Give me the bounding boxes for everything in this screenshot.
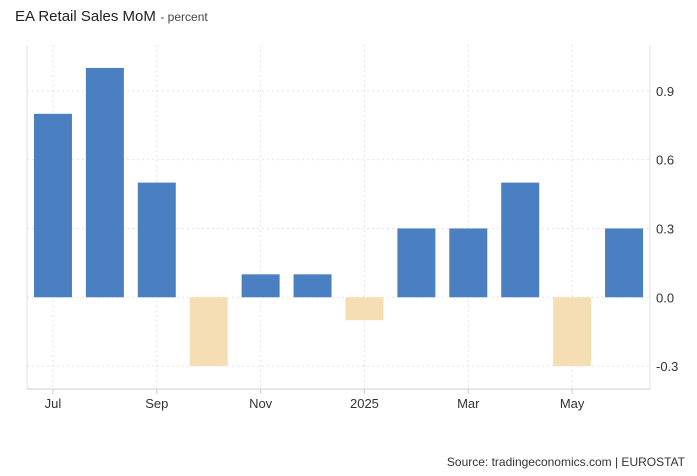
bar-jul — [33, 113, 72, 298]
chart-title: EA Retail Sales MoM — [15, 8, 156, 25]
bar-jun — [605, 228, 644, 298]
y-tick-label: -0.3 — [656, 359, 678, 374]
bar-mar — [449, 228, 488, 298]
x-tick-label: Nov — [249, 396, 273, 411]
x-tick-label: May — [560, 396, 585, 411]
y-tick-label: 0.3 — [656, 221, 674, 236]
bar-aug — [85, 67, 124, 298]
y-tick-label: 0.9 — [656, 84, 674, 99]
bars — [33, 67, 644, 367]
x-tick-label: Sep — [145, 396, 168, 411]
chart-subtitle: - percent — [160, 10, 208, 24]
source-note: Source: tradingeconomics.com | EUROSTAT — [446, 455, 685, 469]
y-tick-label: 0.6 — [656, 153, 674, 168]
bar-sep — [137, 182, 176, 298]
bar-feb — [397, 228, 436, 298]
bar-oct — [189, 297, 228, 367]
tick-labels: -0.3 0.0 0.3 0.6 0.9 Jul Sep Nov 2025 Mar May — [45, 84, 679, 411]
axes — [26, 45, 651, 394]
chart-title-block: EA Retail Sales MoM - percent — [15, 8, 208, 26]
bar-may — [553, 297, 592, 367]
x-tick-label: Mar — [457, 396, 480, 411]
bar-apr — [501, 182, 540, 298]
bar-2025 — [345, 297, 384, 321]
y-tick-label: 0.0 — [656, 290, 674, 305]
x-tick-label: Jul — [45, 396, 62, 411]
bar-dec — [293, 274, 332, 298]
x-tick-label: 2025 — [350, 396, 379, 411]
bar-nov — [241, 274, 280, 298]
